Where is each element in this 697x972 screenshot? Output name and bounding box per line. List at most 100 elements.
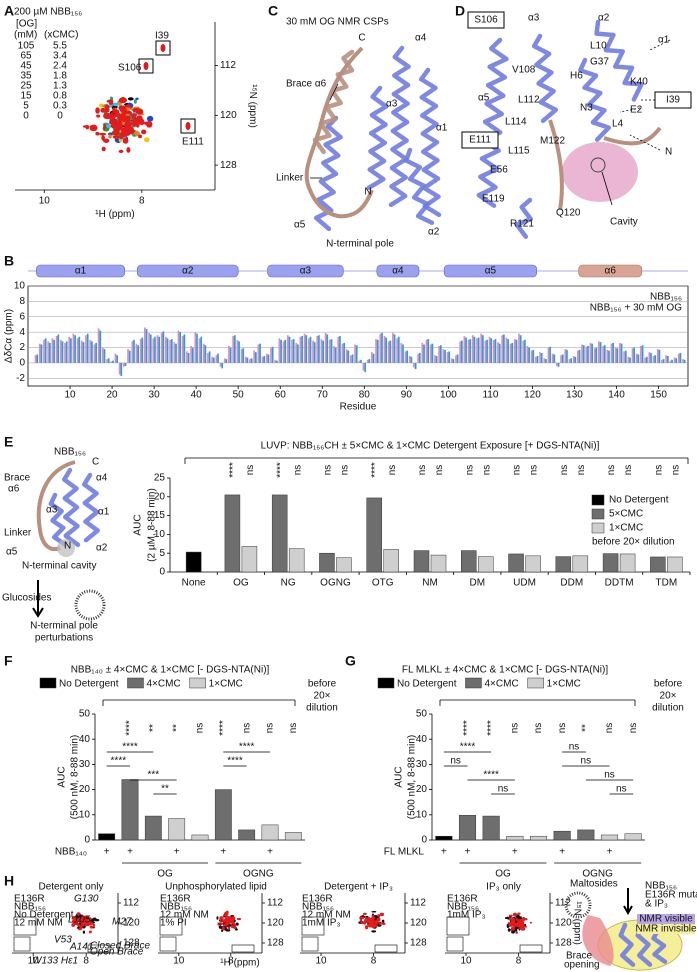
legend-mm: 5: [23, 101, 29, 112]
bar: [624, 833, 642, 841]
bar: [469, 339, 472, 363]
legend-note: dilution: [306, 703, 338, 714]
x-tick-label: +: [441, 847, 447, 858]
visible-key: [637, 914, 695, 924]
bar: [284, 832, 302, 841]
structure-label: α6: [8, 484, 20, 495]
bar: [366, 497, 382, 573]
bar: [503, 334, 505, 363]
bar: [540, 352, 543, 363]
peak: [115, 122, 120, 129]
bar: [341, 343, 344, 363]
bar: [553, 354, 556, 363]
peak-label: S106: [118, 63, 142, 74]
y-tick-label: 30: [79, 759, 91, 770]
peak: [101, 146, 106, 152]
bar: [238, 829, 256, 841]
bar: [53, 339, 55, 363]
peak: [146, 120, 153, 128]
chart-title: LUVP: NBB₁₅₆CH ± 5×CMC & 1×CMC Detergent…: [261, 441, 600, 452]
bar: [598, 341, 600, 363]
bar: [301, 336, 303, 363]
peak: [518, 923, 523, 927]
bar: [397, 336, 400, 363]
peak: [138, 134, 142, 139]
helix-cylinder: [443, 264, 537, 278]
bar: [404, 351, 407, 363]
bar: [589, 342, 592, 363]
cavity-label: Cavity: [610, 217, 638, 228]
bar: [212, 357, 215, 363]
bar: [286, 335, 289, 363]
bar: [292, 339, 295, 363]
plot-frame: [27, 285, 689, 387]
bar: [181, 336, 184, 363]
bar: [439, 345, 442, 363]
bar: [480, 333, 483, 363]
bar: [267, 354, 270, 363]
y-tick-label: 4: [19, 327, 25, 338]
peak: [88, 930, 92, 934]
bar: [241, 546, 258, 573]
pointer: [329, 83, 339, 101]
bar: [183, 334, 186, 363]
bar: [581, 344, 583, 363]
peak: [521, 923, 525, 927]
peak: [89, 925, 94, 929]
legend-swatch: [591, 522, 605, 534]
bar: [38, 343, 41, 363]
y-axis-label: (2 µM, 8-88 min): [147, 488, 158, 562]
condition-label: NBB₁₅₆: [302, 902, 334, 913]
bar: [623, 351, 625, 363]
helix-label: α1: [75, 266, 87, 277]
peak: [118, 138, 122, 142]
peak: [143, 62, 149, 70]
bar: [211, 356, 213, 363]
peak: [124, 104, 132, 108]
significance-label: ns: [533, 723, 544, 734]
bar: [106, 359, 108, 363]
bar: [593, 348, 596, 363]
cavity: [57, 539, 75, 557]
bar: [224, 494, 241, 573]
x-tick-label: 80: [359, 390, 371, 401]
bar: [85, 335, 87, 363]
y-tick-label: 120: [220, 110, 237, 121]
x-tick-label: 50: [233, 390, 245, 401]
bar: [683, 359, 686, 363]
peak: [88, 921, 93, 926]
legend-xcmc: 3.4: [53, 51, 67, 62]
x-tick-label: 70: [317, 390, 329, 401]
x-tick-label: 8: [516, 956, 522, 967]
peak: [369, 917, 373, 921]
significance-label: ****: [483, 770, 499, 781]
bar: [324, 332, 327, 363]
y-axis-label: AUC: [394, 766, 405, 787]
bar: [242, 348, 245, 363]
structure-label: α5: [6, 547, 18, 558]
bar: [614, 347, 617, 363]
bar: [215, 355, 218, 363]
peak: [118, 149, 124, 154]
bar: [383, 549, 399, 573]
bar: [122, 362, 125, 367]
significance-label: ns: [340, 465, 351, 476]
bar: [568, 359, 571, 363]
bar: [375, 339, 377, 363]
inset-box: [446, 936, 464, 952]
bar: [238, 341, 240, 363]
bar: [135, 343, 138, 363]
legend-swatch: [189, 677, 206, 689]
bar: [240, 349, 243, 363]
bar: [408, 356, 411, 363]
x-tick-label: DDM: [560, 578, 583, 589]
bar: [465, 337, 467, 363]
condition-label: 12 mM NM: [302, 910, 351, 921]
bar: [44, 338, 47, 363]
inset-box: [519, 944, 543, 953]
bar: [570, 358, 572, 363]
residue-label: S106: [474, 15, 498, 26]
bar: [477, 337, 480, 363]
significance-label: ns: [654, 465, 665, 476]
peak: [226, 920, 231, 924]
